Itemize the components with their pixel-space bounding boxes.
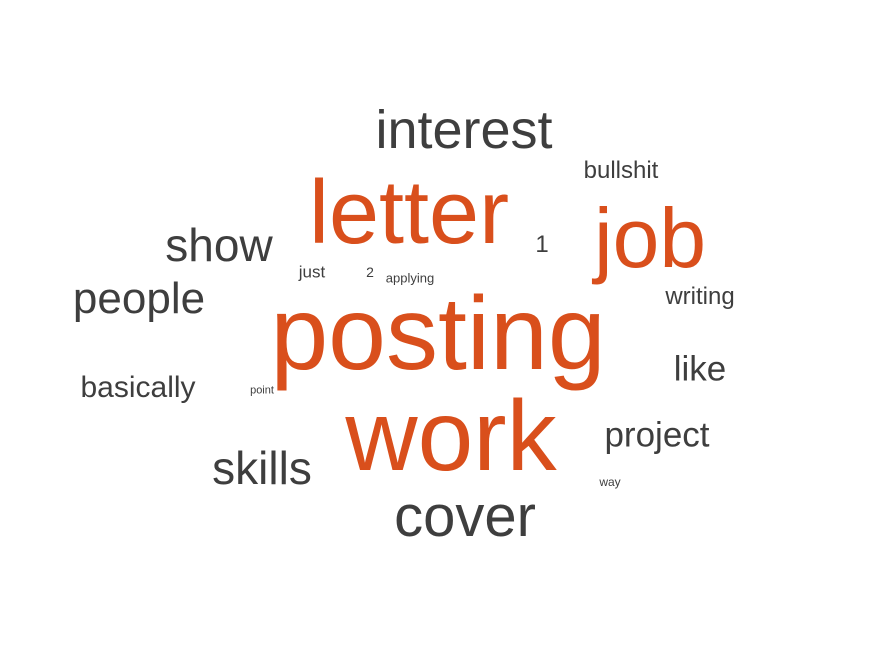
word-job: job [593,191,707,285]
word-way: way [599,475,621,489]
word-1: 1 [535,231,549,258]
word-posting: posting [270,276,606,392]
word-skills: skills [212,442,312,494]
word-interest: interest [375,100,553,160]
word-cover: cover [394,484,536,549]
word-show: show [165,219,273,271]
word-just: just [298,262,326,282]
word-people: people [72,274,206,323]
word-letter: letter [308,163,510,263]
word-project: project [604,415,710,455]
word-point: point [250,384,274,397]
word-like: like [673,349,727,389]
word-applying: applying [385,270,435,286]
word-writing: writing [665,283,735,310]
word-bullshit: bullshit [583,157,659,184]
word-basically: basically [80,371,196,404]
word-2: 2 [366,264,374,280]
word-work: work [345,380,557,492]
